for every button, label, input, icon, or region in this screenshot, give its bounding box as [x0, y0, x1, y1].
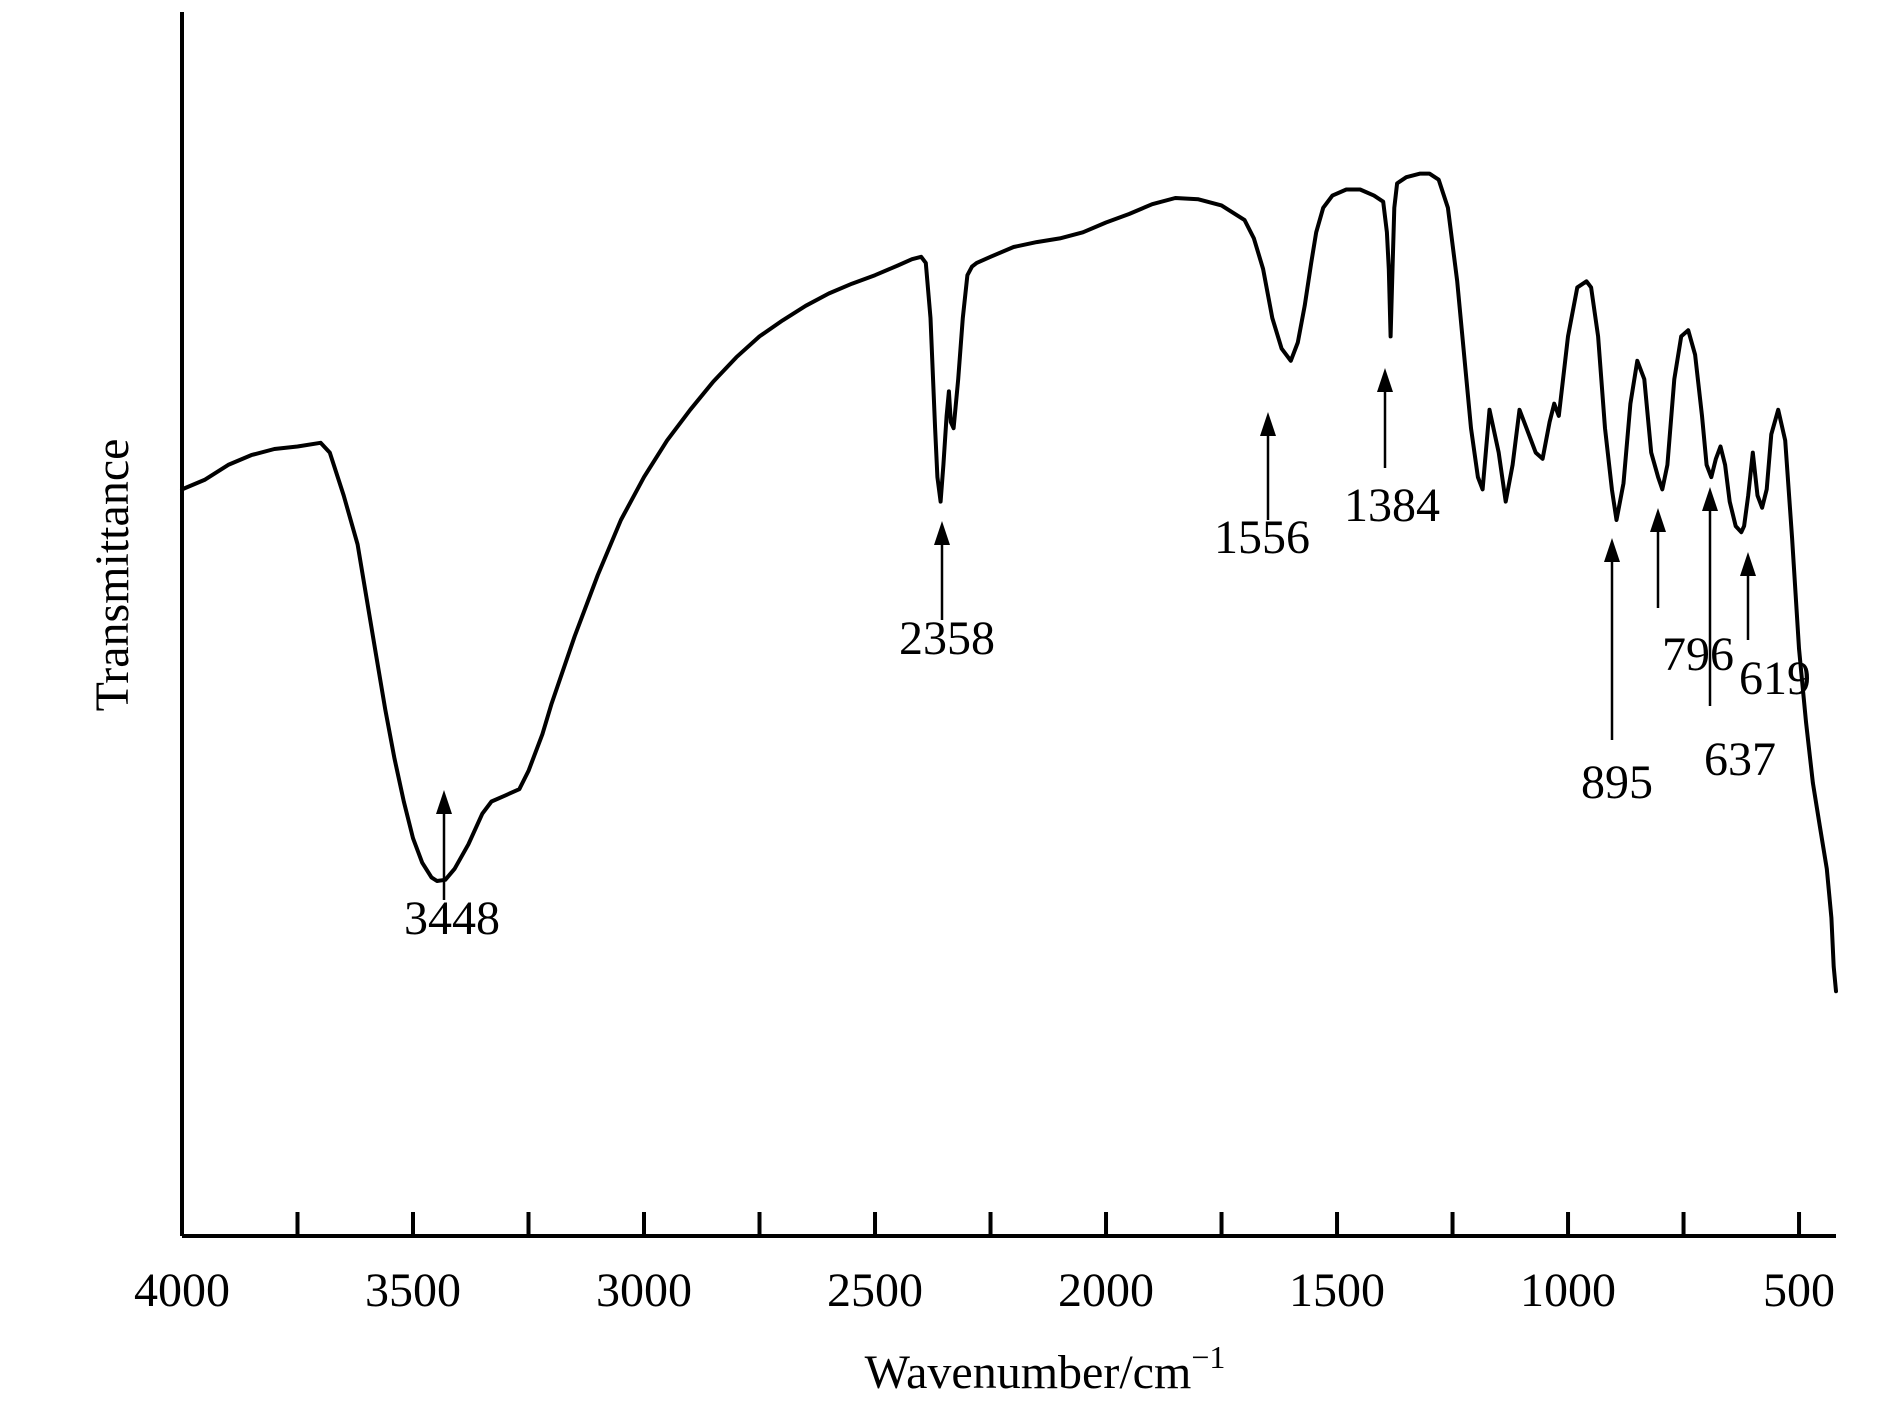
- peak-label: 1556: [1214, 511, 1310, 564]
- peak-annotation: 2358: [899, 521, 995, 665]
- peak-arrow-head: [1377, 368, 1393, 392]
- peak-annotation: 637: [1702, 487, 1776, 786]
- peak-annotation: 796: [1650, 508, 1734, 681]
- y-axis-title: Transmittance: [86, 439, 139, 712]
- peak-label: 3448: [404, 892, 500, 945]
- x-axis-title-main: Wavenumber/cm: [865, 1346, 1192, 1399]
- x-tick-label: 1000: [1520, 1264, 1616, 1317]
- peak-label: 796: [1662, 628, 1734, 681]
- peak-label: 895: [1581, 756, 1653, 809]
- peak-arrow-head: [1702, 487, 1718, 511]
- peak-label: 619: [1739, 652, 1811, 705]
- x-tick-label: 3000: [596, 1264, 692, 1317]
- x-tick-label: 500: [1763, 1264, 1835, 1317]
- peak-annotation: 1556: [1214, 412, 1310, 564]
- peak-label: 2358: [899, 612, 995, 665]
- peak-annotations: 3448 2358 1556 1384 895 796 637 619: [404, 368, 1811, 945]
- peak-arrow-head: [1740, 552, 1756, 576]
- peak-arrow-head: [1260, 412, 1276, 436]
- x-tick-label: 3500: [365, 1264, 461, 1317]
- peak-arrow-head: [1604, 538, 1620, 562]
- peak-annotation: 3448: [404, 790, 500, 945]
- spectrum-line: [180, 171, 1838, 994]
- x-axis-ticks: [180, 1212, 1802, 1236]
- axes: [180, 12, 1836, 1238]
- x-axis-title: Wavenumber/cm−1: [865, 1339, 1226, 1399]
- peak-arrow-head: [436, 790, 452, 814]
- x-tick-label: 2000: [1058, 1264, 1154, 1317]
- x-tick-label: 4000: [134, 1264, 230, 1317]
- peak-annotation: 619: [1739, 552, 1811, 705]
- peak-label: 1384: [1344, 479, 1440, 532]
- peak-annotation: 1384: [1344, 368, 1440, 532]
- x-axis-title-superscript: −1: [1191, 1339, 1225, 1375]
- x-axis-tick-labels: 4000 3500 3000 2500 2000 1500 1000 500: [134, 1264, 1835, 1317]
- x-tick-label: 1500: [1289, 1264, 1385, 1317]
- peak-label: 637: [1704, 733, 1776, 786]
- peak-annotation: 895: [1581, 538, 1653, 809]
- peak-arrow-head: [934, 521, 950, 545]
- peak-arrow-head: [1650, 508, 1666, 532]
- x-tick-label: 2500: [827, 1264, 923, 1317]
